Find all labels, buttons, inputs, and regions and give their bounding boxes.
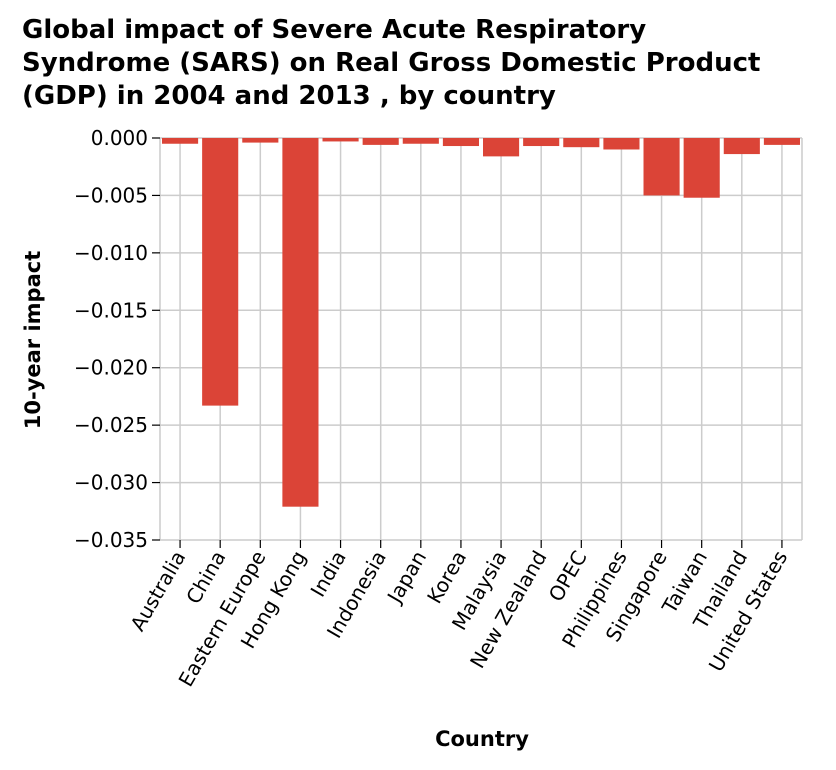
bar-malaysia <box>483 138 520 157</box>
y-tick-label-6: −0.030 <box>74 471 148 495</box>
bar-hong-kong <box>282 138 319 507</box>
x-tick-label-australia: Australia <box>125 547 190 636</box>
bar-japan <box>402 138 439 144</box>
y-tick-label-3: −0.015 <box>74 298 148 322</box>
bar-india <box>322 138 359 142</box>
x-axis-title: Country <box>435 727 529 751</box>
bar-australia <box>162 138 199 144</box>
chart-title-line-1: Global impact of Severe Acute Respirator… <box>22 15 647 45</box>
y-tick-label-2: −0.010 <box>74 241 148 265</box>
y-tick-label-0: 0.000 <box>91 126 148 150</box>
y-tick-labels: 0.000 −0.005 −0.010 −0.015 −0.020 −0.025 −0.03… <box>74 126 160 552</box>
bar-eastern-europe <box>242 138 279 143</box>
bar-singapore <box>643 138 680 196</box>
chart-title: Global impact of Severe Acute Respirator… <box>22 14 822 113</box>
grid-lines <box>159 137 803 541</box>
chart-title-line-3: (GDP) in 2004 and 2013 , by country <box>22 81 556 111</box>
bar-china <box>202 138 239 406</box>
y-tick-label-4: −0.020 <box>74 356 148 380</box>
bars <box>162 138 800 507</box>
bar-taiwan <box>683 138 720 198</box>
y-tick-label-1: −0.005 <box>74 183 148 207</box>
x-tick-label-japan: Japan <box>381 547 431 609</box>
bar-thailand <box>723 138 760 155</box>
bar-philippines <box>603 138 640 150</box>
y-tick-label-7: −0.035 <box>74 528 148 552</box>
chart-title-line-2: Syndrome (SARS) on Real Gross Domestic P… <box>22 48 761 78</box>
bar-opec <box>563 138 600 148</box>
bar-korea <box>442 138 479 147</box>
bar-united-states <box>763 138 800 145</box>
bar-indonesia <box>362 138 399 145</box>
y-axis-title: 10-year impact <box>21 251 45 429</box>
y-tick-label-5: −0.025 <box>74 413 148 437</box>
bar-new-zealand <box>523 138 560 147</box>
